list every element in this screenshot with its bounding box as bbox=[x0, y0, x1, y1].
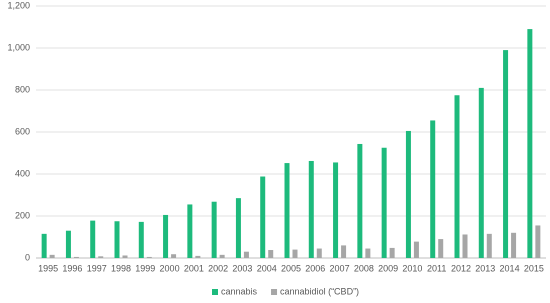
x-tick-label: 2012 bbox=[451, 263, 471, 273]
x-tick-label: 2007 bbox=[330, 263, 350, 273]
y-tick-label: 1,000 bbox=[7, 42, 30, 52]
bar bbox=[284, 163, 290, 258]
bar bbox=[268, 250, 274, 258]
bar bbox=[73, 256, 79, 258]
bar bbox=[211, 201, 217, 258]
bar bbox=[163, 214, 169, 258]
bar bbox=[308, 160, 314, 258]
bar bbox=[195, 255, 201, 258]
x-tick-label: 1998 bbox=[111, 263, 131, 273]
bar bbox=[405, 130, 411, 258]
bar bbox=[503, 50, 509, 258]
legend-swatch bbox=[212, 289, 218, 295]
x-tick-label: 2008 bbox=[354, 263, 374, 273]
x-tick-label: 2013 bbox=[475, 263, 495, 273]
bar bbox=[381, 147, 387, 258]
x-tick-label: 1995 bbox=[38, 263, 58, 273]
x-tick-label: 1997 bbox=[87, 263, 107, 273]
x-tick-label: 2015 bbox=[524, 263, 544, 273]
x-tick-label: 2005 bbox=[281, 263, 301, 273]
legend-label: cannabis bbox=[221, 286, 258, 296]
bar bbox=[430, 120, 436, 258]
x-tick-label: 2010 bbox=[402, 263, 422, 273]
bar bbox=[171, 254, 177, 258]
legend-label: cannabidiol (“CBD”) bbox=[280, 286, 359, 296]
x-tick-label: 2004 bbox=[257, 263, 277, 273]
bar bbox=[146, 256, 152, 258]
x-tick-label: 1996 bbox=[62, 263, 82, 273]
bar bbox=[462, 234, 468, 258]
bar bbox=[122, 255, 128, 258]
bar bbox=[90, 220, 96, 258]
bar bbox=[65, 230, 71, 258]
bar bbox=[98, 256, 104, 258]
y-tick-label: 0 bbox=[25, 252, 30, 262]
y-tick-label: 200 bbox=[15, 210, 30, 220]
bar bbox=[138, 221, 144, 258]
x-tick-label: 2006 bbox=[305, 263, 325, 273]
bar bbox=[316, 248, 322, 258]
x-tick-label: 2011 bbox=[427, 263, 446, 273]
bar bbox=[478, 87, 484, 259]
bar bbox=[333, 162, 339, 258]
bar bbox=[413, 241, 419, 258]
bar bbox=[365, 248, 371, 258]
bar bbox=[357, 143, 363, 258]
x-tick-label: 1999 bbox=[135, 263, 155, 273]
x-tick-label: 2001 bbox=[184, 263, 204, 273]
bar bbox=[292, 249, 298, 258]
bar bbox=[486, 233, 492, 258]
x-tick-label: 2009 bbox=[378, 263, 398, 273]
bar bbox=[260, 176, 266, 258]
bar bbox=[235, 198, 241, 258]
bar bbox=[389, 247, 395, 258]
x-tick-label: 2000 bbox=[160, 263, 180, 273]
y-tick-label: 600 bbox=[15, 126, 30, 136]
legend-swatch bbox=[271, 289, 278, 295]
bar bbox=[438, 239, 444, 258]
y-tick-label: 400 bbox=[15, 168, 30, 178]
bar bbox=[341, 245, 347, 258]
bar bbox=[41, 233, 47, 258]
x-tick-label: 2002 bbox=[208, 263, 228, 273]
y-tick-label: 800 bbox=[15, 84, 30, 94]
bar bbox=[187, 204, 193, 258]
x-tick-label: 2014 bbox=[500, 263, 520, 273]
bar bbox=[243, 251, 249, 258]
bar bbox=[219, 254, 225, 258]
x-tick-label: 2003 bbox=[232, 263, 252, 273]
bar bbox=[49, 254, 55, 258]
bar bbox=[114, 221, 120, 258]
bar bbox=[527, 29, 533, 258]
bar bbox=[511, 232, 517, 258]
y-tick-label: 1,200 bbox=[7, 0, 30, 10]
bar bbox=[454, 95, 460, 258]
bar bbox=[535, 225, 541, 258]
